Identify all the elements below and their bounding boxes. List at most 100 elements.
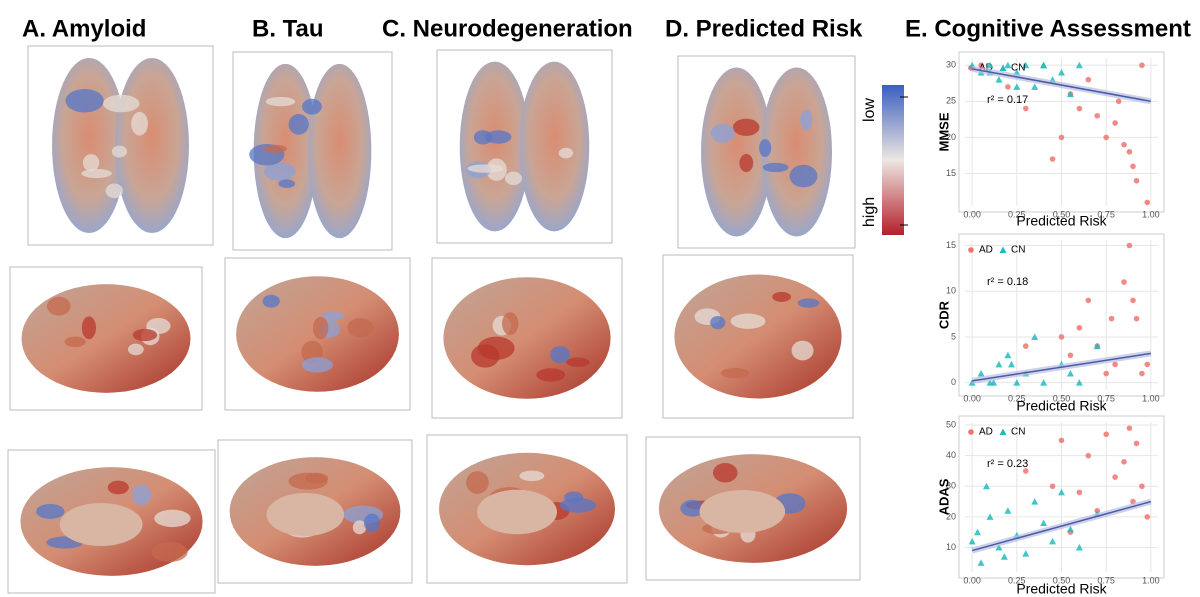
brain-region — [558, 147, 574, 159]
point — [1058, 334, 1065, 340]
y-tick-label: 15 — [946, 240, 956, 250]
panel-title: A. Amyloid — [22, 15, 146, 42]
brain-region — [730, 313, 766, 329]
x-tick-label: 1.00 — [1142, 393, 1160, 403]
x-tick-label: 0.00 — [963, 393, 981, 403]
brain-region — [81, 168, 112, 179]
point — [1121, 458, 1127, 465]
point — [986, 61, 994, 69]
point — [1133, 177, 1140, 184]
point — [974, 528, 982, 536]
y-tick-label: 20 — [946, 132, 956, 142]
y-tick-label: 10 — [946, 286, 956, 296]
point — [1085, 297, 1092, 304]
brain-region — [519, 470, 545, 482]
brain-region — [263, 144, 288, 153]
brain-region — [132, 328, 158, 342]
point — [1022, 61, 1030, 69]
brain-hemisphere — [459, 61, 530, 232]
point — [1144, 514, 1151, 520]
point — [1066, 90, 1074, 98]
point — [1076, 325, 1083, 331]
brain-hemisphere — [253, 63, 318, 239]
point — [982, 482, 990, 490]
x-tick-label: 0.25 — [1008, 209, 1026, 219]
colorbar — [882, 85, 904, 235]
brain-region — [127, 343, 144, 356]
point — [1126, 425, 1133, 431]
brain-region — [566, 357, 590, 367]
x-tick-label: 0.75 — [1097, 575, 1115, 585]
point — [1004, 351, 1012, 359]
legend-label: CN — [1011, 427, 1025, 438]
brain-region — [102, 94, 140, 113]
legend-label: AD — [979, 427, 993, 438]
brain-midline — [59, 503, 143, 546]
brain-region — [466, 471, 489, 494]
point — [1133, 315, 1140, 322]
x-tick-label: 0.75 — [1097, 393, 1115, 403]
point — [1031, 498, 1039, 505]
point — [1085, 452, 1092, 459]
brain-region — [759, 139, 772, 157]
brain-region — [81, 316, 97, 340]
x-tick-label: 0.50 — [1053, 209, 1071, 219]
point — [1076, 105, 1083, 112]
brain-surface — [674, 274, 842, 399]
brain-region — [739, 154, 754, 173]
annotation: r² = 0.17 — [987, 94, 1028, 106]
brain-region — [302, 98, 322, 115]
brain-region — [789, 164, 818, 188]
y-tick-label: 25 — [946, 96, 956, 106]
brain-region — [564, 491, 584, 504]
point — [1066, 370, 1074, 377]
brain-midline — [266, 493, 345, 536]
panel-title: C. Neurodegeneration — [382, 15, 633, 42]
point — [1126, 149, 1133, 155]
brain-region — [146, 318, 171, 334]
point — [1058, 134, 1065, 141]
point — [1094, 112, 1101, 119]
point — [1133, 440, 1140, 447]
point — [1121, 141, 1127, 148]
point — [1000, 553, 1008, 560]
point — [995, 360, 1003, 368]
legend-marker — [999, 246, 1007, 253]
brain-region — [64, 336, 86, 348]
point — [1144, 199, 1151, 206]
point — [1085, 76, 1092, 83]
brain-region — [47, 296, 71, 316]
x-tick-label: 1.00 — [1142, 575, 1160, 585]
y-axis-title: ADAS — [936, 478, 951, 515]
y-tick-label: 20 — [946, 511, 956, 521]
brain-region — [710, 123, 735, 143]
x-tick-label: 0.00 — [963, 575, 981, 585]
point — [1066, 525, 1074, 533]
brain-region — [288, 113, 309, 135]
brain-region — [347, 317, 374, 338]
brain-region — [797, 298, 820, 308]
point — [1112, 120, 1118, 126]
brain-region — [107, 480, 129, 495]
point — [1103, 370, 1109, 377]
point — [1067, 352, 1074, 359]
brain-region — [312, 316, 329, 340]
trend-line — [971, 500, 1152, 552]
trend-line — [972, 352, 1151, 382]
point — [977, 370, 985, 377]
point — [1130, 498, 1136, 505]
point — [1049, 537, 1057, 545]
point — [1022, 468, 1029, 474]
brain-hemisphere — [114, 57, 189, 234]
panel-title: D. Predicted Risk — [665, 15, 863, 42]
brain-region — [485, 130, 512, 144]
y-tick-label: 0 — [951, 377, 956, 387]
brain-region — [151, 542, 188, 562]
point — [1139, 370, 1145, 377]
point — [1103, 134, 1109, 141]
point — [1130, 297, 1136, 304]
point — [1093, 342, 1101, 350]
point — [1022, 343, 1029, 349]
brain-region — [762, 162, 789, 173]
